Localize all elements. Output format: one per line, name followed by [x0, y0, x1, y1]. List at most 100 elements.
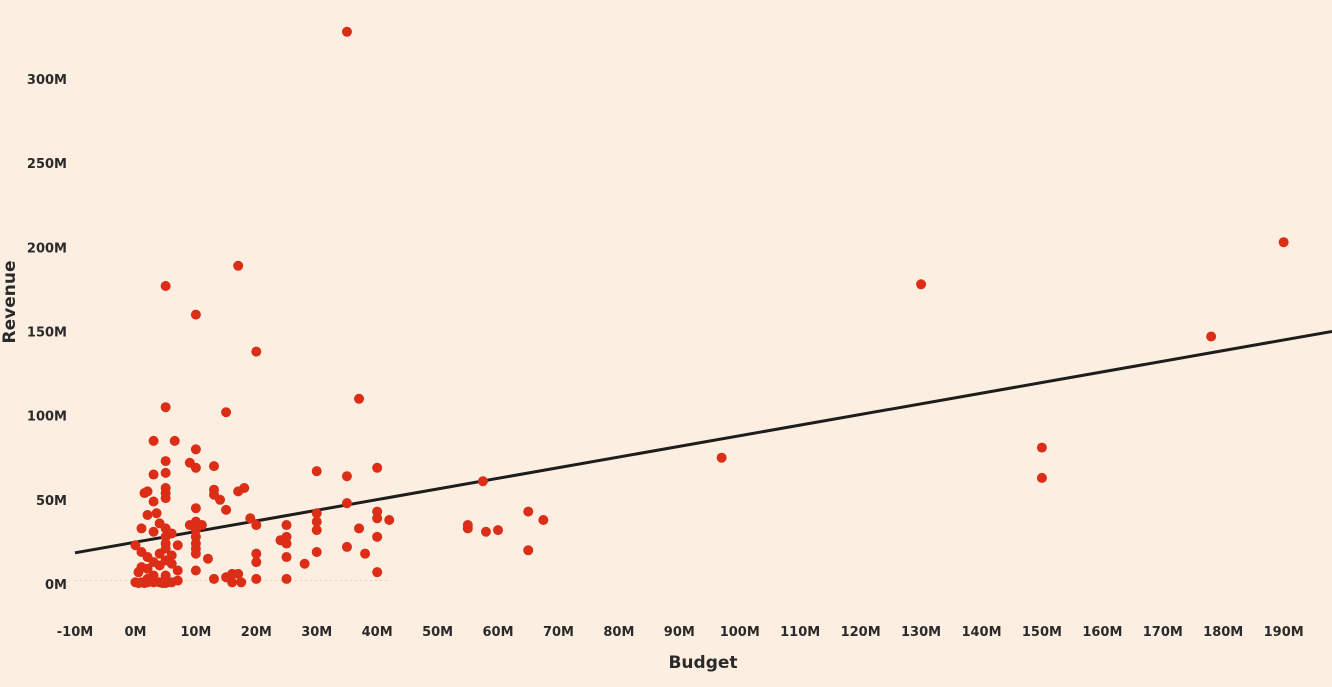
data-point [477, 476, 488, 487]
data-point [172, 565, 183, 576]
y-tick-label: 300M [27, 73, 67, 88]
data-point [372, 462, 383, 473]
data-point [281, 552, 292, 563]
data-point [160, 467, 171, 478]
data-point [148, 496, 159, 507]
data-point [190, 309, 201, 320]
data-point [281, 538, 292, 549]
data-point [142, 509, 153, 520]
data-point [245, 513, 256, 524]
x-tick-label: 170M [1143, 625, 1183, 640]
data-point [281, 573, 292, 584]
data-point [311, 546, 322, 557]
x-tick-label: 20M [241, 625, 272, 640]
data-point [372, 513, 383, 524]
data-point [372, 567, 383, 578]
data-point [1036, 442, 1047, 453]
y-tick-label: 0M [45, 578, 67, 593]
y-tick-label: 150M [27, 325, 67, 340]
data-point [172, 540, 183, 551]
x-tick-label: 10M [180, 625, 211, 640]
data-point [190, 565, 201, 576]
data-point [311, 508, 322, 519]
data-point [160, 493, 171, 504]
data-point [148, 469, 159, 480]
data-point [523, 506, 534, 517]
data-point [160, 578, 171, 589]
data-point [160, 402, 171, 413]
data-point [166, 558, 177, 569]
data-point [341, 471, 352, 482]
data-point [208, 461, 219, 472]
x-tick-label: 140M [961, 625, 1001, 640]
data-point [251, 573, 262, 584]
data-point [251, 346, 262, 357]
data-point [142, 486, 153, 497]
trend-line [74, 329, 1332, 555]
data-point [130, 540, 141, 551]
data-point [208, 573, 219, 584]
x-tick-label: 190M [1264, 625, 1304, 640]
data-point [221, 407, 232, 418]
data-point [1278, 237, 1289, 248]
data-point [202, 553, 213, 564]
data-point [221, 504, 232, 515]
x-tick-label: 0M [124, 625, 146, 640]
x-tick-label: 70M [543, 625, 574, 640]
x-tick-label: 30M [301, 625, 332, 640]
data-point [160, 280, 171, 291]
data-point [233, 260, 244, 271]
data-point [341, 26, 352, 37]
data-point [136, 523, 147, 534]
data-point [233, 568, 244, 579]
data-point [251, 548, 262, 559]
data-point [311, 516, 322, 527]
data-point [281, 520, 292, 531]
data-point [154, 560, 165, 571]
data-point [716, 452, 727, 463]
scatter-points [130, 26, 1289, 589]
data-point [916, 279, 927, 290]
data-point [360, 548, 371, 559]
data-point [341, 541, 352, 552]
data-point [148, 526, 159, 537]
data-point [311, 466, 322, 477]
data-point [215, 494, 226, 505]
data-point [239, 483, 250, 494]
y-tick-label: 200M [27, 241, 67, 256]
x-tick-label: 60M [483, 625, 514, 640]
x-tick-label: 50M [422, 625, 453, 640]
y-tick-label: 250M [27, 157, 67, 172]
data-point [354, 393, 365, 404]
data-point [160, 456, 171, 467]
y-axis-title: Revenue [0, 261, 20, 344]
data-point [372, 531, 383, 542]
data-point [523, 545, 534, 556]
data-point [299, 558, 310, 569]
data-point [142, 563, 153, 574]
x-tick-label: 130M [901, 625, 941, 640]
data-point [236, 577, 247, 588]
x-tick-label: 120M [841, 625, 881, 640]
data-point [151, 508, 162, 519]
data-point [251, 520, 262, 531]
data-point [1206, 331, 1217, 342]
data-point [480, 526, 491, 537]
data-point [1036, 472, 1047, 483]
data-point [169, 435, 180, 446]
x-axis-title: Budget [668, 653, 737, 673]
data-point [227, 577, 238, 588]
y-axis-ticks: 0M 50M 100M 150M 200M 250M 300M [27, 73, 67, 593]
x-tick-label: 180M [1203, 625, 1243, 640]
data-point [133, 567, 144, 578]
x-tick-label: 80M [603, 625, 634, 640]
x-tick-label: 40M [362, 625, 393, 640]
y-tick-label: 100M [27, 410, 67, 425]
data-point [384, 514, 395, 525]
data-point [341, 498, 352, 509]
data-point [139, 578, 150, 589]
data-point [190, 444, 201, 455]
data-point [354, 523, 365, 534]
data-point [172, 575, 183, 586]
